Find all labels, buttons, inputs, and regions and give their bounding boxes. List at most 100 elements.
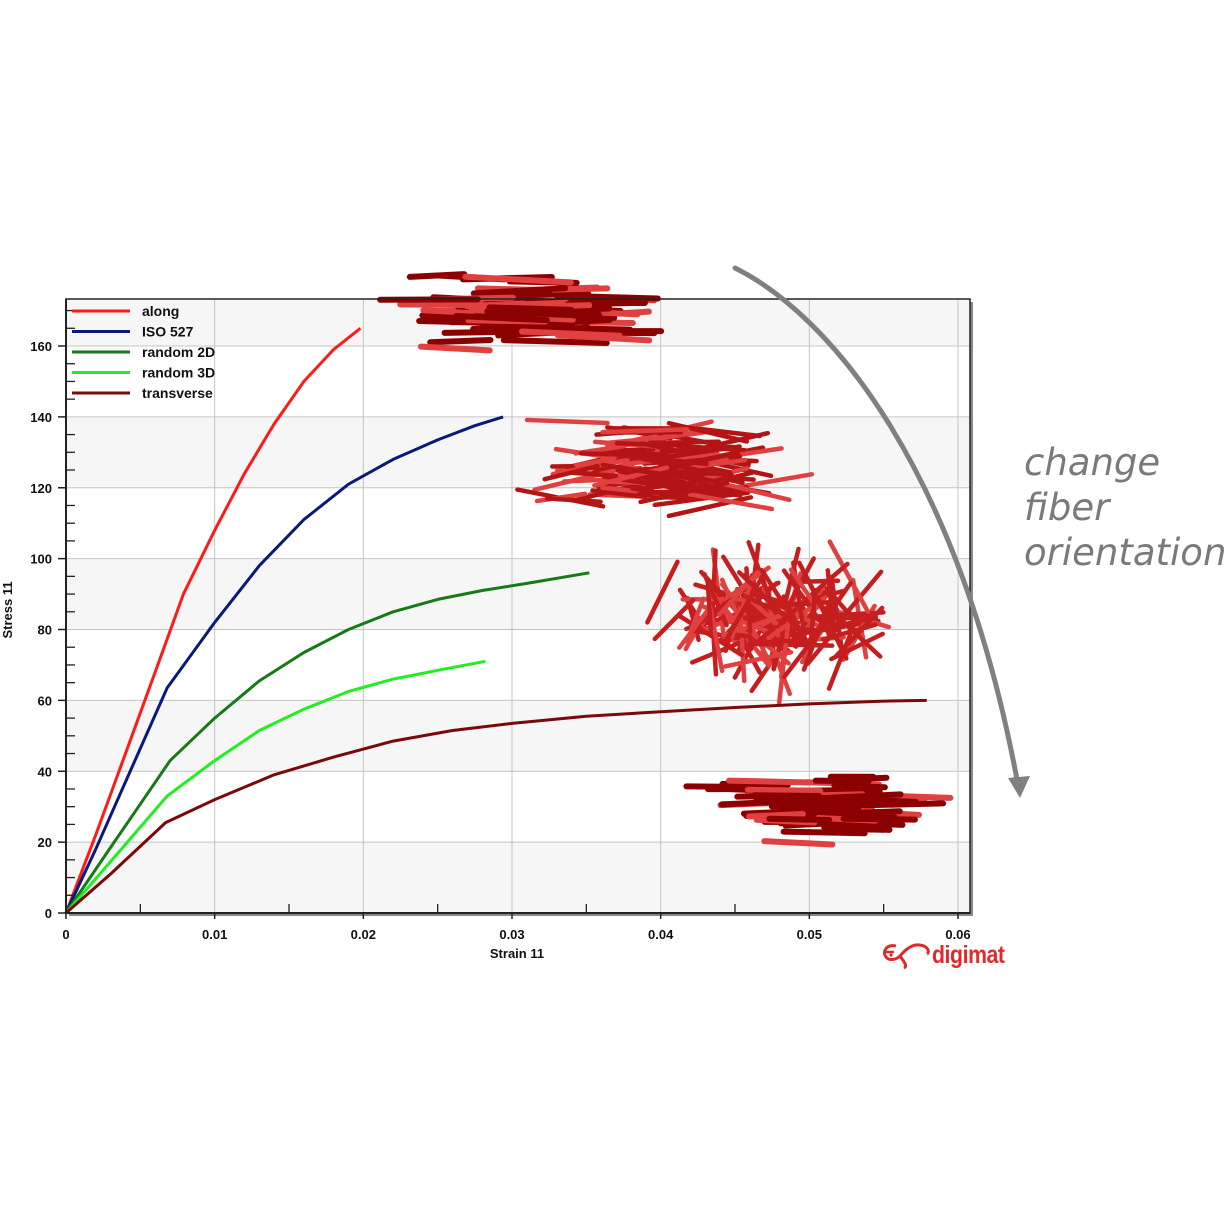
plot-band: [66, 700, 970, 772]
legend-item-label: random 2D: [142, 344, 215, 360]
series-line-random-3d: [64, 659, 486, 914]
fiber: [826, 622, 857, 691]
fiber: [826, 808, 903, 817]
x-tick-label: 0.01: [202, 927, 227, 942]
y-tick-label: 100: [30, 552, 52, 567]
fiber: [751, 792, 823, 800]
arrow-head-icon: [1008, 776, 1030, 798]
x-tick-label: 0.04: [648, 927, 674, 942]
fiber: [781, 594, 807, 643]
fiber: [796, 560, 826, 612]
legend-item-label: ISO 527: [142, 324, 194, 340]
fiber: [616, 452, 709, 467]
fiber: [645, 559, 680, 625]
aligned-fibers-transverse: [683, 773, 954, 848]
fiber: [666, 495, 754, 519]
fiber: [827, 539, 871, 614]
x-tick-label: 0.03: [499, 927, 524, 942]
fiber: [666, 420, 750, 444]
fiber: [829, 631, 885, 662]
fiber: [840, 815, 918, 823]
annotation-line-1: change: [1024, 441, 1161, 484]
x-tick-label: 0.05: [797, 927, 822, 942]
axes: 0 20 40 60 80 100 120 140 160 0 0.01 0.02 0.03 0.04 0.…: [30, 298, 971, 942]
digimat-swirl-icon: [882, 943, 930, 970]
fiber: [830, 774, 890, 784]
y-axis-title: Stress 11: [0, 581, 15, 638]
logo-text: digimat: [932, 940, 1005, 969]
fiber: [397, 301, 471, 309]
annotation-line-3: orientation: [1024, 531, 1226, 574]
fiber: [842, 621, 883, 659]
fiber: [500, 337, 610, 346]
series-line-transverse: [65, 698, 927, 915]
data-series: [64, 327, 927, 915]
fiber: [722, 650, 794, 669]
fiber: [592, 465, 670, 488]
series-line-random-2d: [64, 571, 590, 914]
fiber: [748, 637, 799, 646]
fiber: [705, 577, 714, 632]
fiber: [654, 444, 742, 461]
change-direction-arrow-icon: [732, 265, 1021, 788]
fiber: [417, 343, 493, 354]
y-tick-label: 120: [30, 481, 52, 496]
fiber: [470, 322, 548, 333]
fiber: [736, 570, 801, 632]
x-tick-label: 0.02: [351, 927, 376, 942]
fiber: [462, 273, 574, 286]
fiber: [486, 304, 575, 313]
plot-band: [66, 416, 970, 488]
fiber: [776, 620, 791, 705]
fiber: [406, 271, 468, 280]
fiber: [684, 596, 706, 644]
iso527-fibers: [515, 417, 815, 519]
annotation-line-2: fiber: [1024, 486, 1110, 529]
fiber: [816, 791, 904, 802]
fiber: [726, 777, 812, 786]
fiber: [630, 486, 689, 500]
fiber: [746, 810, 806, 820]
plot-band: [66, 842, 970, 913]
series-line-along: [64, 327, 362, 914]
fiber: [858, 796, 919, 805]
y-tick-label: 140: [30, 410, 52, 425]
y-tick-label: 20: [38, 835, 52, 850]
fiber: [590, 488, 648, 500]
fiber: [621, 466, 706, 483]
series-line-iso-527: [64, 415, 504, 914]
fiber: [821, 824, 893, 833]
fiber: [524, 417, 610, 426]
fiber: [766, 815, 833, 824]
fiber: [544, 496, 603, 504]
fiber: [453, 313, 550, 324]
random-3d-fibers: [645, 539, 892, 705]
digimat-logo: digimat: [880, 940, 1017, 970]
fiber: [696, 430, 770, 452]
fiber: [716, 570, 760, 618]
legend-item-label: transverse: [142, 385, 213, 401]
fiber: [470, 285, 569, 297]
legend: along ISO 527 random 2D random 3D transverse: [72, 303, 215, 401]
x-axis-title: Strain 11: [490, 946, 544, 961]
fiber: [761, 838, 836, 848]
fiber: [638, 480, 730, 505]
fiber: [722, 574, 765, 645]
legend-item-label: along: [142, 303, 179, 319]
fiber: [783, 546, 801, 605]
fiber: [796, 804, 847, 812]
y-tick-label: 160: [30, 339, 52, 354]
fiber: [518, 328, 623, 339]
fiber: [792, 617, 867, 638]
y-tick-label: 80: [38, 623, 52, 638]
x-tick-label: 0: [62, 927, 69, 942]
fiber: [831, 782, 888, 791]
fiber: [600, 427, 690, 435]
fiber: [614, 441, 694, 449]
fiber: [780, 828, 868, 837]
fiber: [677, 613, 745, 658]
fiber: [718, 798, 799, 808]
y-tick-label: 40: [38, 764, 52, 779]
legend-item-label: random 3D: [142, 365, 215, 381]
